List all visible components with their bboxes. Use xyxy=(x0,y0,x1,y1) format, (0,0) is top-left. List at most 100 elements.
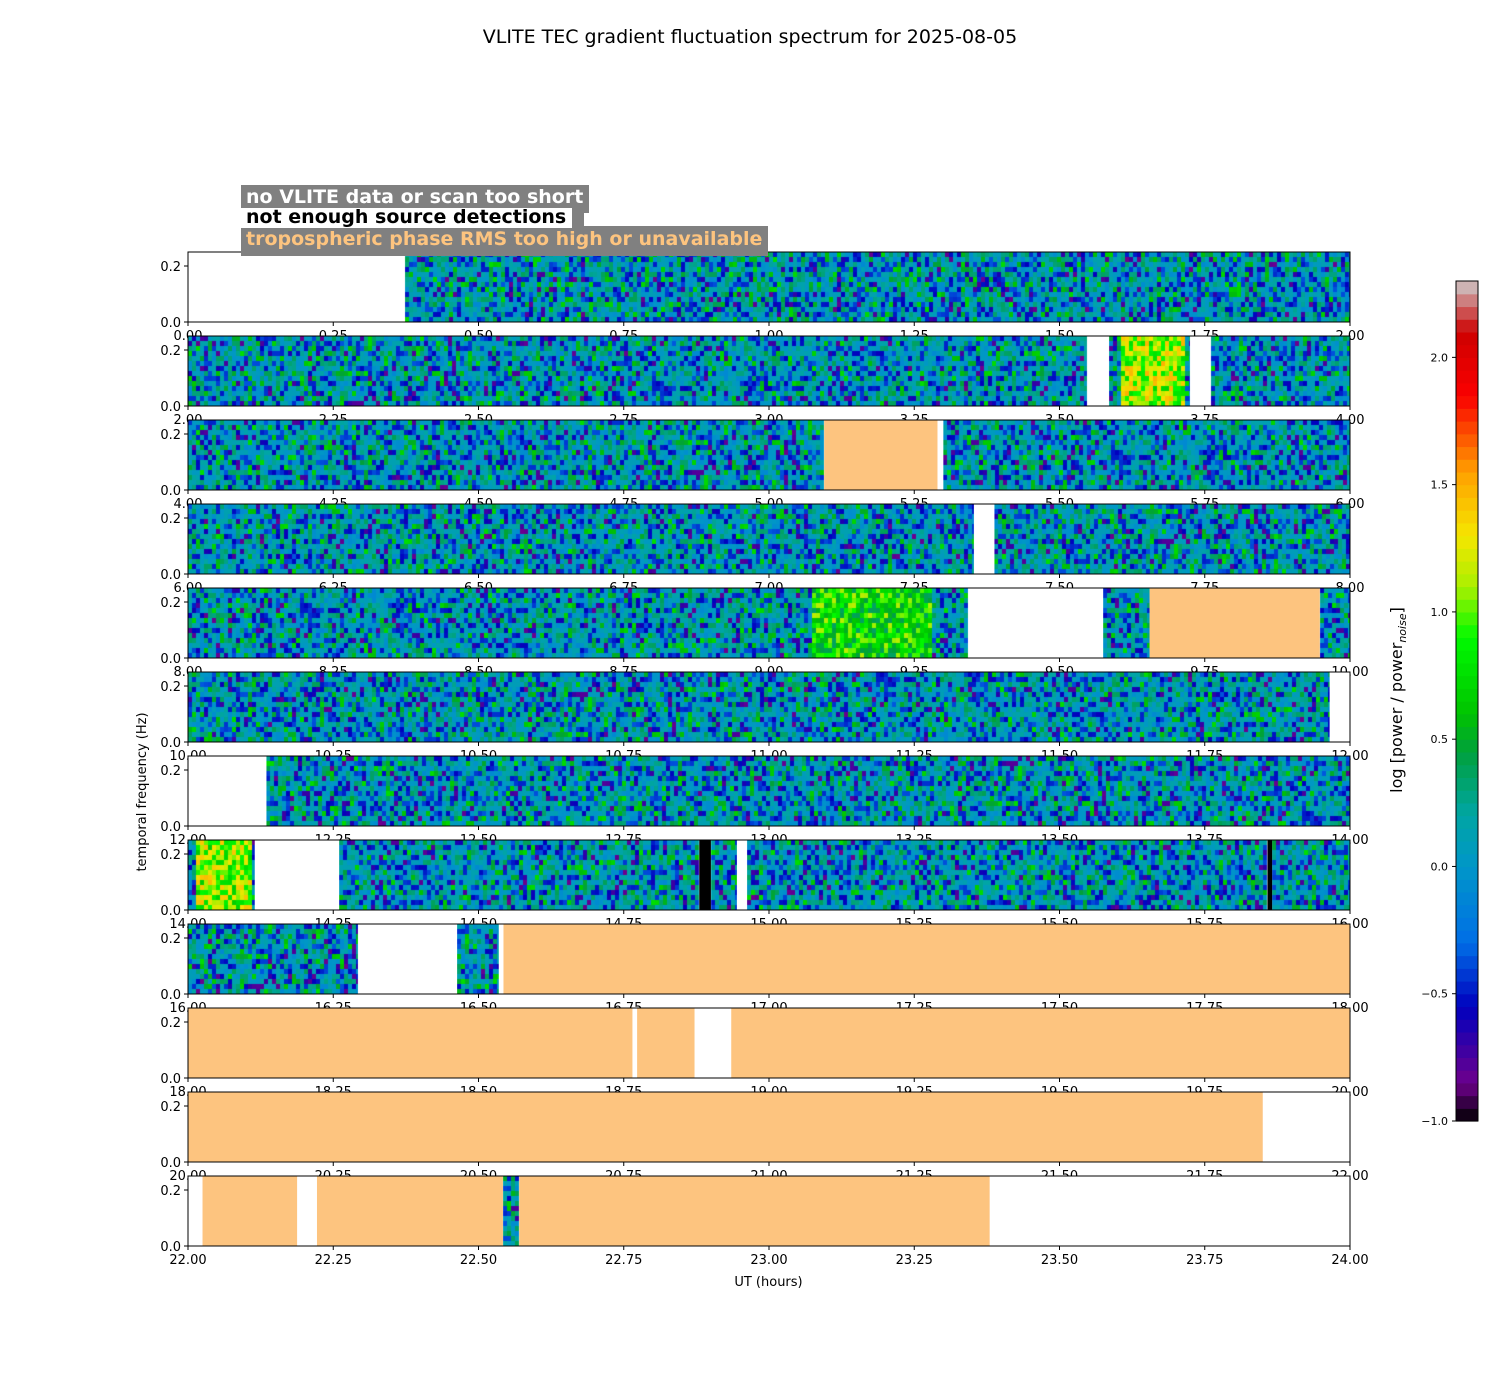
colorbar-band-44 xyxy=(1456,548,1478,562)
panel-11-xtick-label-5: 23.25 xyxy=(896,1253,933,1268)
colorbar-band-30 xyxy=(1456,726,1478,740)
colorbar-band-51 xyxy=(1456,459,1478,473)
colorbar-tick-label-3: 0.5 xyxy=(1431,733,1449,746)
panel-10: 0.00.220.0020.2520.5020.7521.0021.2521.5… xyxy=(160,1091,1369,1184)
panel-7: 0.00.214.0014.2514.5014.7515.0015.2515.5… xyxy=(160,839,1369,932)
colorbar-band-28 xyxy=(1456,751,1478,766)
colorbar-band-55 xyxy=(1456,408,1478,422)
colorbar-band-62 xyxy=(1456,319,1478,333)
panel-2-spectrum xyxy=(188,420,1350,490)
panel-3-spectrum xyxy=(188,504,1350,574)
colorbar-band-38 xyxy=(1456,624,1478,638)
panel-1-ytick-label-1: 0.2 xyxy=(160,344,181,359)
colorbar-band-13 xyxy=(1456,942,1478,957)
colorbar-band-8 xyxy=(1456,1006,1478,1020)
panels-group: 0.00.20.000.250.500.751.001.251.501.752.… xyxy=(160,251,1369,1268)
colorbar-label: log [power / powernoise] xyxy=(1387,607,1409,793)
panel-6-spectrum xyxy=(188,756,1350,826)
colorbar-band-19 xyxy=(1456,866,1478,880)
colorbar-band-36 xyxy=(1456,650,1478,664)
colorbar-band-48 xyxy=(1456,497,1478,511)
colorbar-band-29 xyxy=(1456,739,1478,753)
colorbar-band-11 xyxy=(1456,968,1478,982)
panel-5-ytick-label-0: 0.0 xyxy=(160,736,181,751)
colorbar-band-47 xyxy=(1456,510,1478,524)
panel-10-segment-nodata-1 xyxy=(1262,1092,1350,1162)
panel-7-segment-nodetect-7 xyxy=(1267,840,1273,910)
panel-5-segment-nodata-1 xyxy=(1329,672,1350,742)
panel-8-ytick-label-1: 0.2 xyxy=(160,932,181,947)
panel-11-ytick-label-1: 0.2 xyxy=(160,1184,181,1199)
panel-2: 0.00.24.004.254.504.755.005.255.505.756.… xyxy=(160,419,1364,512)
panel-6: 0.00.212.0012.2512.5012.7513.0013.2513.5… xyxy=(160,755,1369,848)
panel-5-spectrum xyxy=(188,672,1350,742)
colorbar-band-12 xyxy=(1456,955,1478,969)
colorbar-band-5 xyxy=(1456,1044,1478,1058)
colorbar-band-65 xyxy=(1456,281,1478,295)
colorbar-band-40 xyxy=(1456,599,1478,613)
panel-9-segment-nodata-3 xyxy=(694,1008,732,1078)
colorbar-band-3 xyxy=(1456,1070,1478,1084)
colorbar-tick-label-4: 1.0 xyxy=(1431,606,1449,619)
panel-11-xtick-label-2: 22.50 xyxy=(460,1253,497,1268)
panel-1-ytick-label-0: 0.0 xyxy=(160,400,181,415)
x-axis-label: UT (hours) xyxy=(734,1275,802,1290)
colorbar-tick-label-5: 1.5 xyxy=(1431,479,1449,492)
panel-4: 0.00.28.008.258.508.759.009.259.509.7510… xyxy=(160,587,1369,680)
panel-10-ytick-label-1: 0.2 xyxy=(160,1100,181,1115)
panel-2-segment-nodata-2 xyxy=(937,420,944,490)
colorbar-band-10 xyxy=(1456,981,1478,995)
colorbar-band-22 xyxy=(1456,828,1478,842)
panel-3-ytick-label-0: 0.0 xyxy=(160,568,181,583)
colorbar-band-1 xyxy=(1456,1095,1478,1109)
colorbar-band-56 xyxy=(1456,395,1478,409)
colorbar-band-42 xyxy=(1456,573,1478,588)
y-axis-label: temporal frequency (Hz) xyxy=(135,712,150,871)
panel-2-ytick-label-0: 0.0 xyxy=(160,484,181,499)
panel-9-segment-tropo-2 xyxy=(637,1008,695,1078)
panel-9-ytick-label-1: 0.2 xyxy=(160,1016,181,1031)
panel-4-segment-nodata-1 xyxy=(968,588,1104,658)
panel-11: 0.0 0.2 22.00 22.25 22.50 22.75 23.00 23.25 23.5… xyxy=(160,1175,1369,1268)
colorbar-band-37 xyxy=(1456,637,1478,651)
colorbar-band-23 xyxy=(1456,815,1478,829)
colorbar-tick-label-6: 2.0 xyxy=(1431,351,1449,364)
panel-9-segment-tropo-0 xyxy=(188,1008,633,1078)
panel-9-segment-tropo-4 xyxy=(731,1008,1350,1078)
panel-3: 0.00.26.006.256.506.757.007.257.507.758.… xyxy=(160,503,1364,596)
colorbar-band-49 xyxy=(1456,484,1478,498)
panel-11-xtick-label-4: 23.00 xyxy=(750,1253,787,1268)
colorbar-tick-label-0: −1.0 xyxy=(1421,1115,1448,1128)
colorbar-band-34 xyxy=(1456,675,1478,689)
panel-10-segment-tropo-0 xyxy=(188,1092,1263,1162)
colorbar-band-20 xyxy=(1456,853,1478,868)
colorbar-band-46 xyxy=(1456,522,1478,537)
panel-1-segment-nodata-3 xyxy=(1190,336,1211,406)
panel-11-xtick-label-1: 22.25 xyxy=(315,1253,352,1268)
panel-11-ytick-label-0: 0.0 xyxy=(160,1240,181,1255)
colorbar-label-sub: noise xyxy=(1396,613,1409,642)
panel-3-ytick-label-1: 0.2 xyxy=(160,512,181,527)
panel-7-ytick-label-1: 0.2 xyxy=(160,848,181,863)
colorbar-band-24 xyxy=(1456,802,1478,817)
panel-10-ytick-label-0: 0.0 xyxy=(160,1156,181,1171)
panel-9-ytick-label-0: 0.0 xyxy=(160,1072,181,1087)
panel-1-spectrum xyxy=(188,336,1350,406)
panel-3-segment-nodata-1 xyxy=(974,504,995,574)
panel-8-ytick-label-0: 0.0 xyxy=(160,988,181,1003)
panel-6-segment-nodata-0 xyxy=(188,756,267,826)
colorbar-tick-label-2: 0.0 xyxy=(1431,860,1449,873)
colorbar-band-26 xyxy=(1456,777,1478,791)
panel-11-xtick-label-8: 24.00 xyxy=(1331,1253,1368,1268)
panel-11-segment-nodata-6 xyxy=(989,1176,1350,1246)
panel-1: 0.00.22.002.252.502.753.003.253.503.754.… xyxy=(160,335,1364,428)
panel-0-segment-nodata-0 xyxy=(188,252,405,322)
colorbar-band-4 xyxy=(1456,1057,1478,1071)
colorbar-band-43 xyxy=(1456,561,1478,575)
colorbar-band-41 xyxy=(1456,586,1478,600)
panel-8-segment-nodata-3 xyxy=(498,924,504,994)
panel-11-segment-nodata-2 xyxy=(297,1176,317,1246)
panel-11-segment-tropo-3 xyxy=(316,1176,503,1246)
panel-2-segment-tropo-1 xyxy=(824,420,938,490)
